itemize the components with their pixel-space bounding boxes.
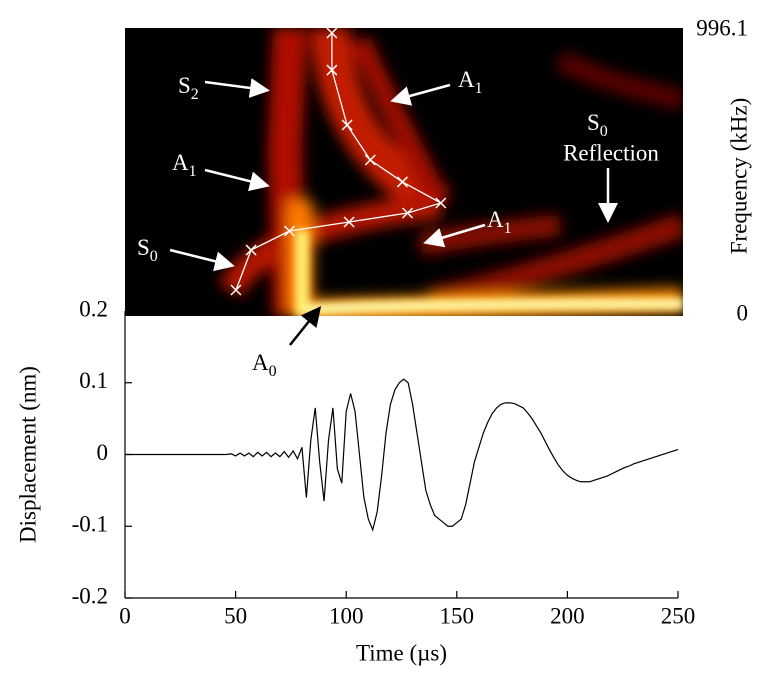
annotation-subscript: 1	[189, 163, 197, 180]
annotation-subscript: 1	[475, 80, 483, 97]
dispersion-marker	[326, 64, 338, 76]
annotation-text: Reflection	[563, 140, 659, 165]
x-tick-label: 0	[119, 603, 131, 628]
annotation-subscript: 0	[150, 248, 158, 265]
dispersion-marker	[341, 119, 353, 131]
y-axis-label: Frequency (kHz)	[726, 98, 751, 254]
y2-tick-label: 996.1	[696, 15, 748, 40]
annotation-text: A	[252, 350, 269, 375]
annotation: A1	[458, 67, 483, 96]
annotation-text: A	[172, 150, 189, 175]
dispersion-marker	[283, 225, 296, 237]
annotation-subscript: 1	[504, 220, 512, 237]
x-tick-label: 100	[329, 603, 364, 628]
x-axis-label: Time (µs)	[356, 640, 447, 665]
annotation-subscript: 0	[600, 123, 608, 140]
y-tick-label: 0.1	[79, 368, 108, 393]
dispersion-marker	[230, 284, 242, 296]
annotation-text: S	[587, 110, 600, 135]
x-tick-label: 150	[440, 603, 475, 628]
annotation-text: S	[178, 73, 191, 98]
dispersion-marker	[435, 197, 447, 209]
y-tick-label: -0.1	[72, 512, 108, 537]
annotation: A1	[172, 150, 197, 179]
annotation-subscript: 2	[191, 86, 199, 103]
dispersion-marker	[326, 27, 338, 39]
y-axis-label: Displacement (nm)	[15, 366, 40, 543]
annotation-text: A	[458, 67, 475, 92]
y2-tick-label: 0	[737, 300, 749, 325]
dispersion-marker	[343, 216, 355, 228]
annotation-subscript: 0	[269, 363, 277, 380]
annotation-text: A	[487, 207, 504, 232]
annotation: S2	[178, 73, 199, 102]
y-tick-label: -0.2	[72, 583, 108, 608]
annotation: S0	[137, 235, 158, 264]
y-tick-label: 0	[97, 440, 109, 465]
annotation: S0	[587, 110, 608, 139]
annotation: A0	[252, 350, 277, 379]
waveform	[125, 378, 679, 532]
x-tick-label: 250	[661, 603, 696, 628]
x-tick-label: 200	[550, 603, 585, 628]
dispersion-marker	[364, 154, 376, 166]
annotation: A1	[487, 207, 512, 236]
dispersion-marker	[245, 244, 257, 256]
x-tick-label: 50	[224, 603, 247, 628]
dispersion-marker	[402, 207, 414, 219]
dispersion-marker	[396, 176, 408, 188]
annotation-text: S	[137, 235, 150, 260]
annotation-arrow	[289, 306, 322, 346]
annotation-arrows	[169, 78, 618, 272]
y-tick-label: 0.2	[79, 296, 108, 321]
